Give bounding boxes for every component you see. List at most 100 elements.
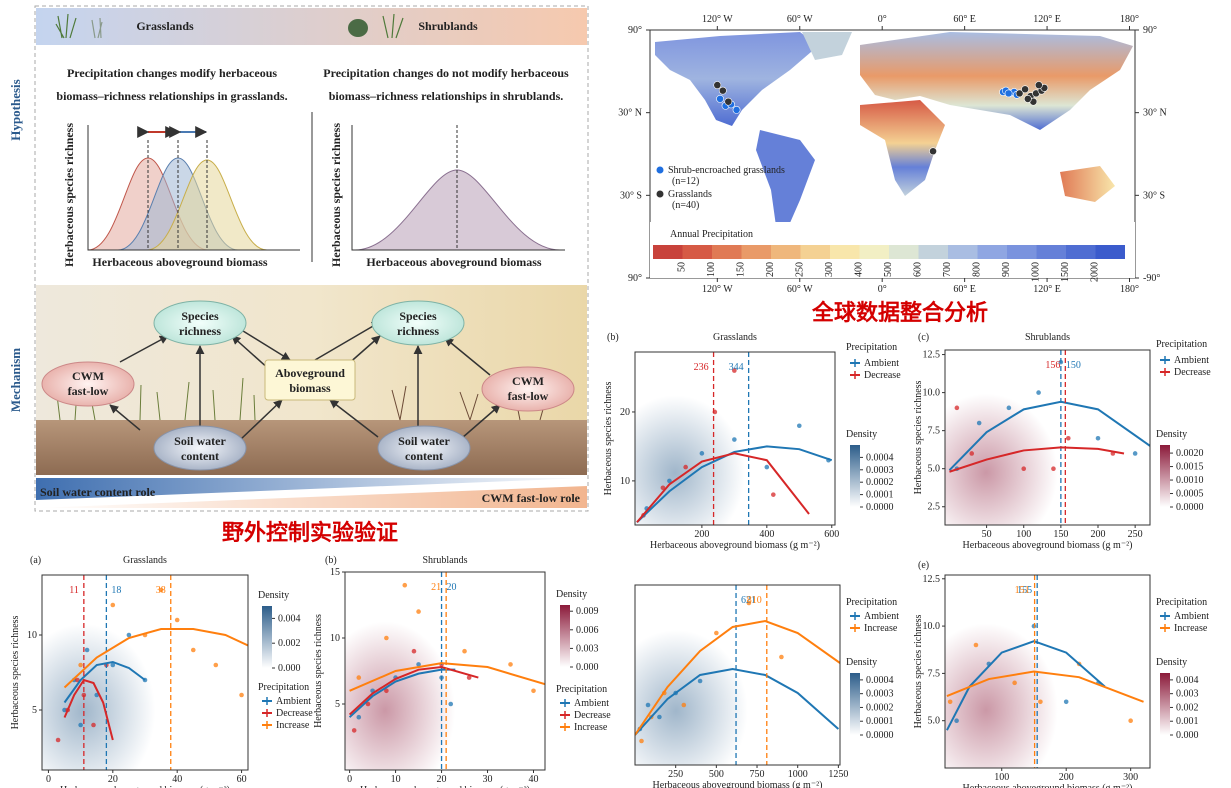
hypothesis-text: biomass–richness relationships in shrubl… <box>329 89 564 103</box>
fit-curve <box>63 628 248 689</box>
density-cloud <box>635 630 748 765</box>
density-colorbar <box>1160 445 1170 507</box>
density-tick-label: 0.0004 <box>866 452 894 463</box>
point <box>954 405 960 411</box>
site-point <box>929 147 937 156</box>
legend-label: Ambient <box>864 611 899 622</box>
x-tick-label: 60 <box>237 774 247 785</box>
density-tick-label: 0.001 <box>1176 716 1199 727</box>
node-label: content <box>405 449 443 463</box>
x-tick-label: 300 <box>1123 772 1138 783</box>
colorbar-label: 700 <box>942 262 953 277</box>
point <box>91 722 96 728</box>
colorbar-label: 500 <box>883 262 894 277</box>
y-tick-label: 10.0 <box>923 388 941 399</box>
site-point <box>716 94 724 103</box>
density-tick-label: 0.0010 <box>1176 475 1204 486</box>
colorbar-label: 900 <box>1001 262 1012 277</box>
point <box>1128 718 1133 723</box>
x-tick-label: 400 <box>759 529 774 540</box>
point <box>1021 466 1027 471</box>
site-point <box>1004 89 1013 98</box>
fit-curve <box>948 400 1150 471</box>
chart-title: Shrublands <box>423 555 468 566</box>
site-point <box>1021 85 1029 94</box>
x-tick-label: 60° W <box>787 14 813 25</box>
density-colorbar <box>1160 673 1170 735</box>
colorbar-label: 300 <box>824 262 835 277</box>
density-cloud <box>42 623 156 770</box>
hypothesis-plot-right <box>351 125 565 251</box>
y-tick-label: 2.5 <box>928 502 941 513</box>
x-tick-label: 200 <box>1059 772 1074 783</box>
point <box>732 437 737 442</box>
point <box>213 662 219 668</box>
legend-label: Increase <box>574 722 608 733</box>
role-label: Soil water content role <box>40 485 156 499</box>
point <box>779 654 784 660</box>
point <box>973 642 979 648</box>
y-tick-label: 7.5 <box>928 426 941 437</box>
hypothesis-text: biomass–richness relationships in grassl… <box>56 89 287 103</box>
density-cloud <box>345 621 455 770</box>
point <box>1006 405 1012 411</box>
y-axis-label: Herbaceous species richness <box>913 614 924 728</box>
continent <box>802 32 852 60</box>
point <box>448 701 454 707</box>
node <box>481 366 575 412</box>
point <box>683 464 688 470</box>
density-tick-label: 0.0001 <box>866 716 894 727</box>
density-tick-label: 0.0002 <box>866 477 894 488</box>
colorbar-cell <box>1066 245 1096 259</box>
density-tick-label: 0.0003 <box>866 465 894 476</box>
shrublands-header: Shrublands <box>418 19 478 33</box>
density-tick-label: 0.0015 <box>1176 462 1204 473</box>
density-title: Density <box>846 429 877 440</box>
node <box>153 300 247 346</box>
density-tick-label: 0.003 <box>576 643 599 654</box>
node-label: richness <box>179 324 221 338</box>
y-axis-label: Herbaceous species richness <box>62 123 76 267</box>
density-title: Density <box>1156 429 1187 440</box>
x-tick-label: 500 <box>709 769 724 780</box>
legend-title: Precipitation <box>1156 339 1207 350</box>
legend-marker <box>656 190 664 198</box>
fit-curve <box>946 640 1106 731</box>
fit-curve <box>348 666 479 716</box>
node-label: CWM <box>72 369 104 383</box>
fit-curve <box>349 662 545 692</box>
legend-marker <box>656 166 664 174</box>
point <box>639 738 644 744</box>
x-tick-label: 0° <box>878 284 887 295</box>
x-axis-label: Herbaceous aboveground biomass (g m⁻²) <box>963 783 1133 788</box>
legend-label: (n=12) <box>672 176 699 187</box>
panel-label: (a) <box>30 555 41 566</box>
density-tick-label: 0.006 <box>576 625 599 636</box>
y-axis-label: Herbaceous species richness <box>10 615 21 729</box>
y-axis-label: Herbaceous species richness <box>603 381 614 495</box>
y-tick-label: 5 <box>32 705 37 716</box>
point <box>1132 451 1138 456</box>
plot-area <box>945 575 1144 768</box>
density-tick-label: 0.000 <box>1176 730 1199 741</box>
site-point <box>732 106 741 114</box>
point <box>697 678 703 684</box>
legend-label: Ambient <box>574 698 609 709</box>
y-tick-label: 30° S <box>620 190 642 201</box>
legend-title: Precipitation <box>1156 597 1207 608</box>
x-tick-label: 0 <box>46 774 51 785</box>
y-tick-label: 7.5 <box>928 668 941 679</box>
panel-label: (b) <box>607 332 619 343</box>
point <box>110 602 116 608</box>
x-axis-label: Herbaceous aboveground biomass (g m⁻²) <box>60 785 230 788</box>
median-label: 150 <box>1066 360 1081 371</box>
x-axis-label: Herbaceous aboveground biomass (g m⁻²) <box>650 540 820 551</box>
legend-label: Increase <box>864 623 898 634</box>
plot-frame <box>41 574 249 771</box>
panel-label: (e) <box>918 560 929 571</box>
colorbar-label: 1000 <box>1031 262 1042 282</box>
density-tick-label: 0.002 <box>1176 702 1199 713</box>
legend-label: Decrease <box>864 370 901 381</box>
median-label: 151 <box>1015 585 1030 596</box>
